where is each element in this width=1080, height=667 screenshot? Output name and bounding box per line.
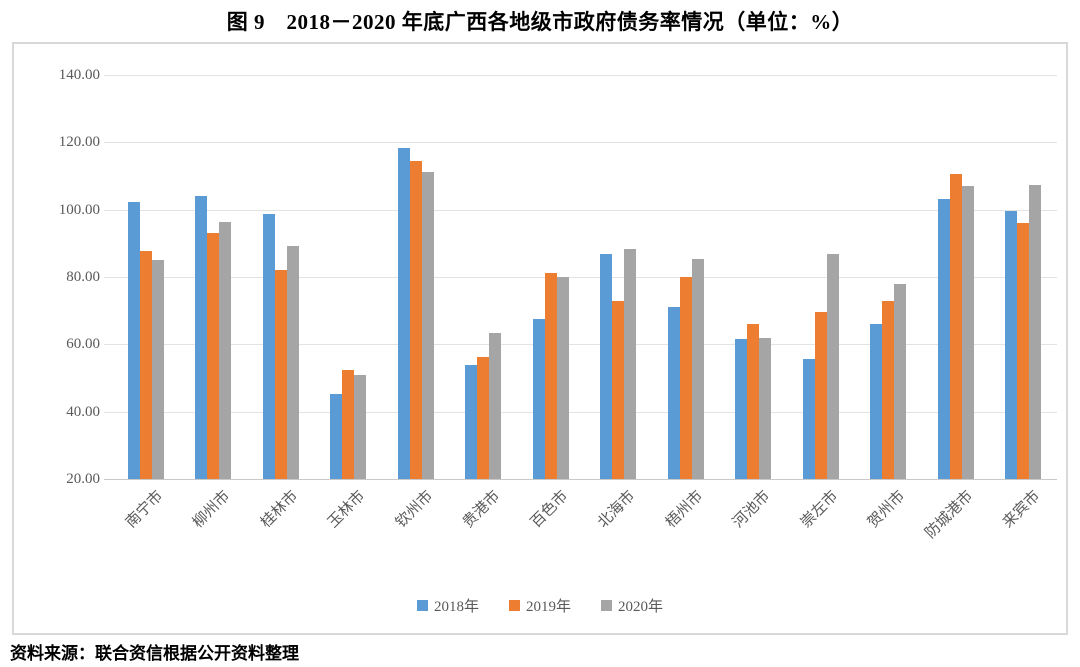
bar-2018年-来宾市 [1005, 211, 1018, 479]
bar-2019年-柳州市 [207, 232, 220, 479]
bar-2019年-来宾市 [1017, 222, 1030, 479]
y-tick-label: 40.00 [66, 403, 100, 420]
source-note: 资料来源：联合资信根据公开资料整理 [10, 644, 299, 663]
bar-2019年-玉林市 [342, 369, 355, 479]
bar-2018年-南宁市 [127, 201, 140, 479]
bar-2018年-钦州市 [397, 147, 410, 479]
bar-2018年-崇左市 [802, 358, 815, 479]
bar-2019年-南宁市 [139, 251, 152, 479]
bar-2018年-防城港市 [937, 198, 950, 479]
bar-2018年-桂林市 [262, 213, 275, 479]
bar-2020年-崇左市 [826, 253, 839, 479]
grid-line [104, 75, 1057, 76]
x-axis-line [104, 479, 1057, 480]
bar-2020年-百色市 [556, 277, 569, 479]
chart-legend: 2018年 2019年 2020年 [14, 595, 1066, 616]
bar-2020年-防城港市 [961, 186, 974, 479]
chart-area: 2018年 2019年 2020年 140.00 120.00 100.00 80.00 6… [12, 42, 1068, 635]
legend-swatch-icon [508, 600, 520, 611]
y-tick-label: 60.00 [66, 336, 100, 353]
bar-2019年-河池市 [747, 324, 760, 479]
y-tick-label: 80.00 [66, 269, 100, 285]
bar-2020年-玉林市 [354, 374, 367, 479]
bar-2020年-南宁市 [151, 260, 164, 479]
bar-2019年-防城港市 [949, 173, 962, 479]
grid-line [104, 277, 1057, 278]
legend-item-2018年: 2018年 [416, 595, 479, 616]
bar-2020年-北海市 [624, 249, 637, 479]
bar-2019年-梧州市 [679, 277, 692, 479]
bar-2019年-北海市 [612, 300, 625, 479]
bar-2018年-百色市 [532, 319, 545, 479]
bar-2020年-钦州市 [421, 171, 434, 479]
bar-2018年-河池市 [735, 338, 748, 479]
legend-label: 2020年 [618, 599, 664, 615]
legend-label: 2019年 [525, 599, 571, 615]
grid-line [104, 209, 1057, 211]
bar-2019年-百色市 [544, 273, 557, 479]
bar-2020年-贵港市 [489, 333, 502, 479]
figure-title: 图 9 2018－2020 年底广西各地级市政府债务率情况（单位：%） [226, 10, 854, 34]
bar-2020年-柳州市 [219, 222, 232, 479]
legend-swatch-icon [416, 600, 428, 611]
bar-2018年-柳州市 [195, 195, 208, 479]
bar-2019年-桂林市 [274, 269, 287, 479]
bar-2018年-梧州市 [667, 306, 680, 479]
bar-2018年-北海市 [600, 254, 613, 479]
bar-2018年-玉林市 [330, 393, 343, 479]
bar-2020年-河池市 [759, 337, 772, 479]
bar-2020年-桂林市 [286, 245, 299, 479]
legend-item-2020年: 2020年 [601, 595, 663, 616]
bar-2018年-贺州市 [870, 324, 883, 479]
legend-label: 2018年 [433, 599, 479, 615]
y-tick-label: 120.00 [58, 134, 100, 151]
y-tick-label: 100.00 [58, 201, 100, 218]
legend-item-2019年: 2019年 [508, 595, 571, 616]
bar-2019年-贵港市 [477, 357, 490, 479]
bar-2019年-贺州市 [882, 300, 895, 479]
bar-2020年-梧州市 [691, 259, 704, 479]
grid-line [104, 411, 1057, 413]
y-tick-label: 140.00 [58, 67, 100, 83]
bar-2018年-贵港市 [465, 365, 478, 479]
y-tick-label: 20.00 [66, 471, 100, 487]
bar-2019年-崇左市 [814, 311, 827, 479]
grid-line [104, 344, 1057, 346]
bar-2020年-贺州市 [894, 283, 907, 479]
legend-swatch-icon [601, 600, 612, 611]
bar-2020年-来宾市 [1029, 185, 1042, 479]
grid-line [104, 142, 1057, 144]
bar-2019年-钦州市 [409, 160, 422, 479]
